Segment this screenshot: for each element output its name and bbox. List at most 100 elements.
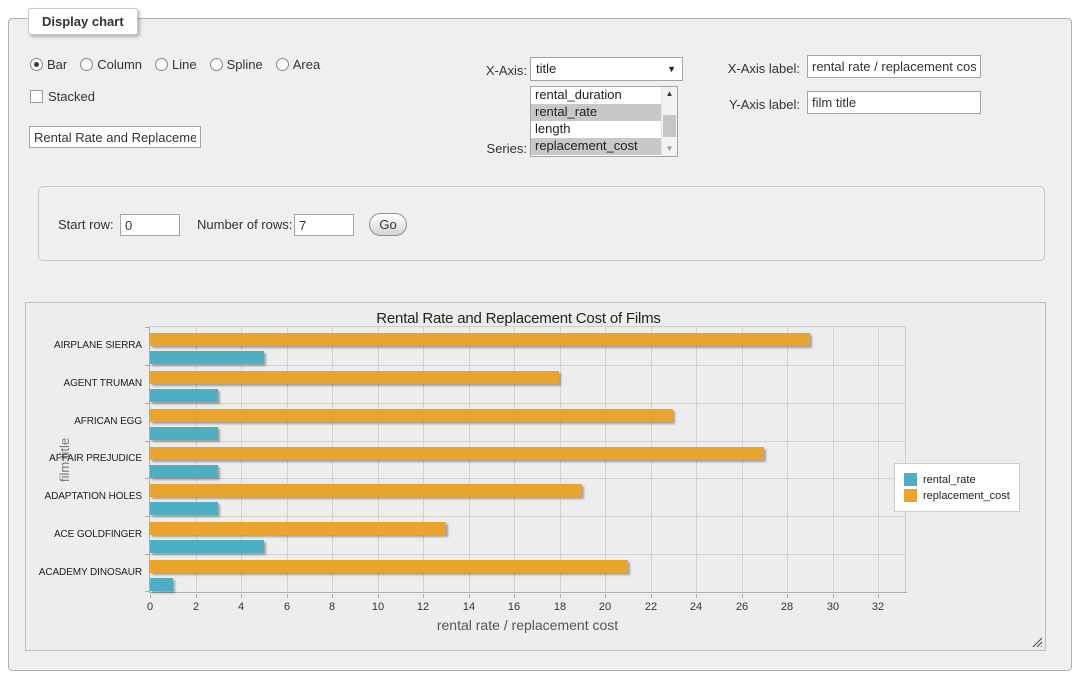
legend-entry-replacement_cost[interactable]: replacement_cost: [904, 489, 1010, 502]
bar-rental_rate-4: [150, 502, 218, 515]
chart-type-option-line[interactable]: Line: [155, 56, 197, 72]
bar-rental_rate-3: [150, 465, 218, 478]
gridline-band-3: [150, 441, 905, 442]
x-tick-14: [469, 594, 470, 598]
x-tick-label-10: 10: [363, 601, 393, 613]
x-tick-label-30: 30: [818, 601, 848, 613]
x-tick-12: [423, 594, 424, 598]
legend-label-rental_rate: rental_rate: [923, 474, 976, 486]
series-option-rental_duration[interactable]: rental_duration: [531, 87, 661, 104]
y-axis-label-input[interactable]: [807, 91, 981, 114]
chart-legend: rental_rate replacement_cost: [894, 463, 1020, 512]
radio-line[interactable]: [155, 58, 168, 71]
bar-rental_rate-0: [150, 351, 264, 364]
radio-column[interactable]: [80, 58, 93, 71]
legend-swatch-replacement_cost: [904, 489, 917, 502]
go-button[interactable]: Go: [369, 213, 407, 236]
x-axis-select[interactable]: title ▼: [530, 57, 683, 81]
x-axis-label-input[interactable]: [807, 55, 981, 78]
category-label-2: AFRICAN EGG: [23, 416, 142, 427]
x-axis-select-label: X-Axis:: [430, 63, 527, 78]
y-tick-1: [145, 365, 150, 366]
chart-title: Rental Rate and Replacement Cost of Film…: [26, 310, 1011, 327]
scroll-up-icon[interactable]: ▲: [662, 87, 677, 101]
bar-replacement_cost-1: [150, 371, 559, 384]
x-axis-label-caption: X-Axis label:: [700, 61, 800, 76]
bar-rental_rate-1: [150, 389, 218, 402]
category-label-3: AFFAIR PREJUDICE: [23, 453, 142, 464]
series-scrollbar[interactable]: ▲ ▼: [661, 87, 677, 156]
chart-type-option-bar[interactable]: Bar: [30, 56, 67, 72]
x-tick-label-20: 20: [590, 601, 620, 613]
series-select-label: Series:: [430, 141, 527, 156]
scrollbar-thumb[interactable]: [663, 115, 676, 137]
gridline-band-2: [150, 403, 905, 404]
stacked-checkbox[interactable]: [30, 90, 43, 103]
chart-type-option-spline[interactable]: Spline: [210, 56, 263, 72]
x-tick-16: [514, 594, 515, 598]
stacked-label[interactable]: Stacked: [48, 89, 95, 104]
legend-swatch-rental_rate: [904, 473, 917, 486]
y-axis-label-caption: Y-Axis label:: [700, 97, 800, 112]
x-tick-28: [787, 594, 788, 598]
bar-rental_rate-2: [150, 427, 218, 440]
chart-title-input[interactable]: [29, 126, 201, 148]
radio-label-line[interactable]: Line: [172, 57, 197, 72]
category-label-5: ACE GOLDFINGER: [23, 529, 142, 540]
y-tick-0: [145, 327, 150, 328]
radio-bar[interactable]: [30, 58, 43, 71]
x-tick-label-4: 4: [226, 601, 256, 613]
radio-label-bar[interactable]: Bar: [47, 57, 67, 72]
num-rows-input[interactable]: [294, 214, 354, 236]
radio-spline[interactable]: [210, 58, 223, 71]
gridline-band-4: [150, 478, 905, 479]
legend-entry-rental_rate[interactable]: rental_rate: [904, 473, 1010, 486]
gridline-x-32: [878, 327, 879, 592]
x-tick-30: [833, 594, 834, 598]
x-tick-6: [287, 594, 288, 598]
resize-handle-icon[interactable]: [1031, 636, 1042, 647]
chart-x-axis-title: rental rate / replacement cost: [149, 617, 906, 633]
radio-label-column[interactable]: Column: [97, 57, 142, 72]
x-tick-label-8: 8: [317, 601, 347, 613]
series-listbox[interactable]: rental_durationrental_ratelengthreplacem…: [530, 86, 678, 157]
series-option-rental_rate[interactable]: rental_rate: [531, 104, 661, 121]
radio-label-area[interactable]: Area: [293, 57, 320, 72]
bar-replacement_cost-5: [150, 522, 446, 535]
bar-replacement_cost-0: [150, 333, 810, 346]
x-tick-label-12: 12: [408, 601, 438, 613]
gridline-band-6: [150, 554, 905, 555]
x-tick-label-18: 18: [545, 601, 575, 613]
series-option-replacement_cost[interactable]: replacement_cost: [531, 138, 661, 155]
start-row-input[interactable]: [120, 214, 180, 236]
x-tick-26: [742, 594, 743, 598]
chart-type-option-column[interactable]: Column: [80, 56, 142, 72]
scroll-down-icon[interactable]: ▼: [662, 142, 677, 156]
radio-area[interactable]: [276, 58, 289, 71]
x-tick-label-24: 24: [681, 601, 711, 613]
gridline-x-30: [833, 327, 834, 592]
y-tick-6: [145, 554, 150, 555]
x-tick-4: [241, 594, 242, 598]
x-tick-18: [560, 594, 561, 598]
series-options: rental_durationrental_ratelengthreplacem…: [531, 87, 677, 155]
x-tick-label-32: 32: [863, 601, 893, 613]
x-axis-line: [149, 592, 907, 593]
bar-replacement_cost-6: [150, 560, 628, 573]
chart-container: Rental Rate and Replacement Cost of Film…: [25, 302, 1046, 651]
x-tick-32: [878, 594, 879, 598]
start-row-label: Start row:: [58, 217, 114, 232]
gridline-band-5: [150, 516, 905, 517]
x-tick-label-22: 22: [636, 601, 666, 613]
x-tick-8: [332, 594, 333, 598]
series-option-length[interactable]: length: [531, 121, 661, 138]
bar-replacement_cost-4: [150, 484, 582, 497]
stacked-checkbox-row[interactable]: Stacked: [30, 88, 95, 104]
radio-label-spline[interactable]: Spline: [227, 57, 263, 72]
category-label-4: ADAPTATION HOLES: [23, 491, 142, 502]
chart-type-option-area[interactable]: Area: [276, 56, 320, 72]
x-tick-label-26: 26: [727, 601, 757, 613]
plot-area: 02468101214161820222426283032AIRPLANE SI…: [149, 326, 906, 593]
x-tick-20: [605, 594, 606, 598]
num-rows-label: Number of rows:: [197, 217, 292, 232]
